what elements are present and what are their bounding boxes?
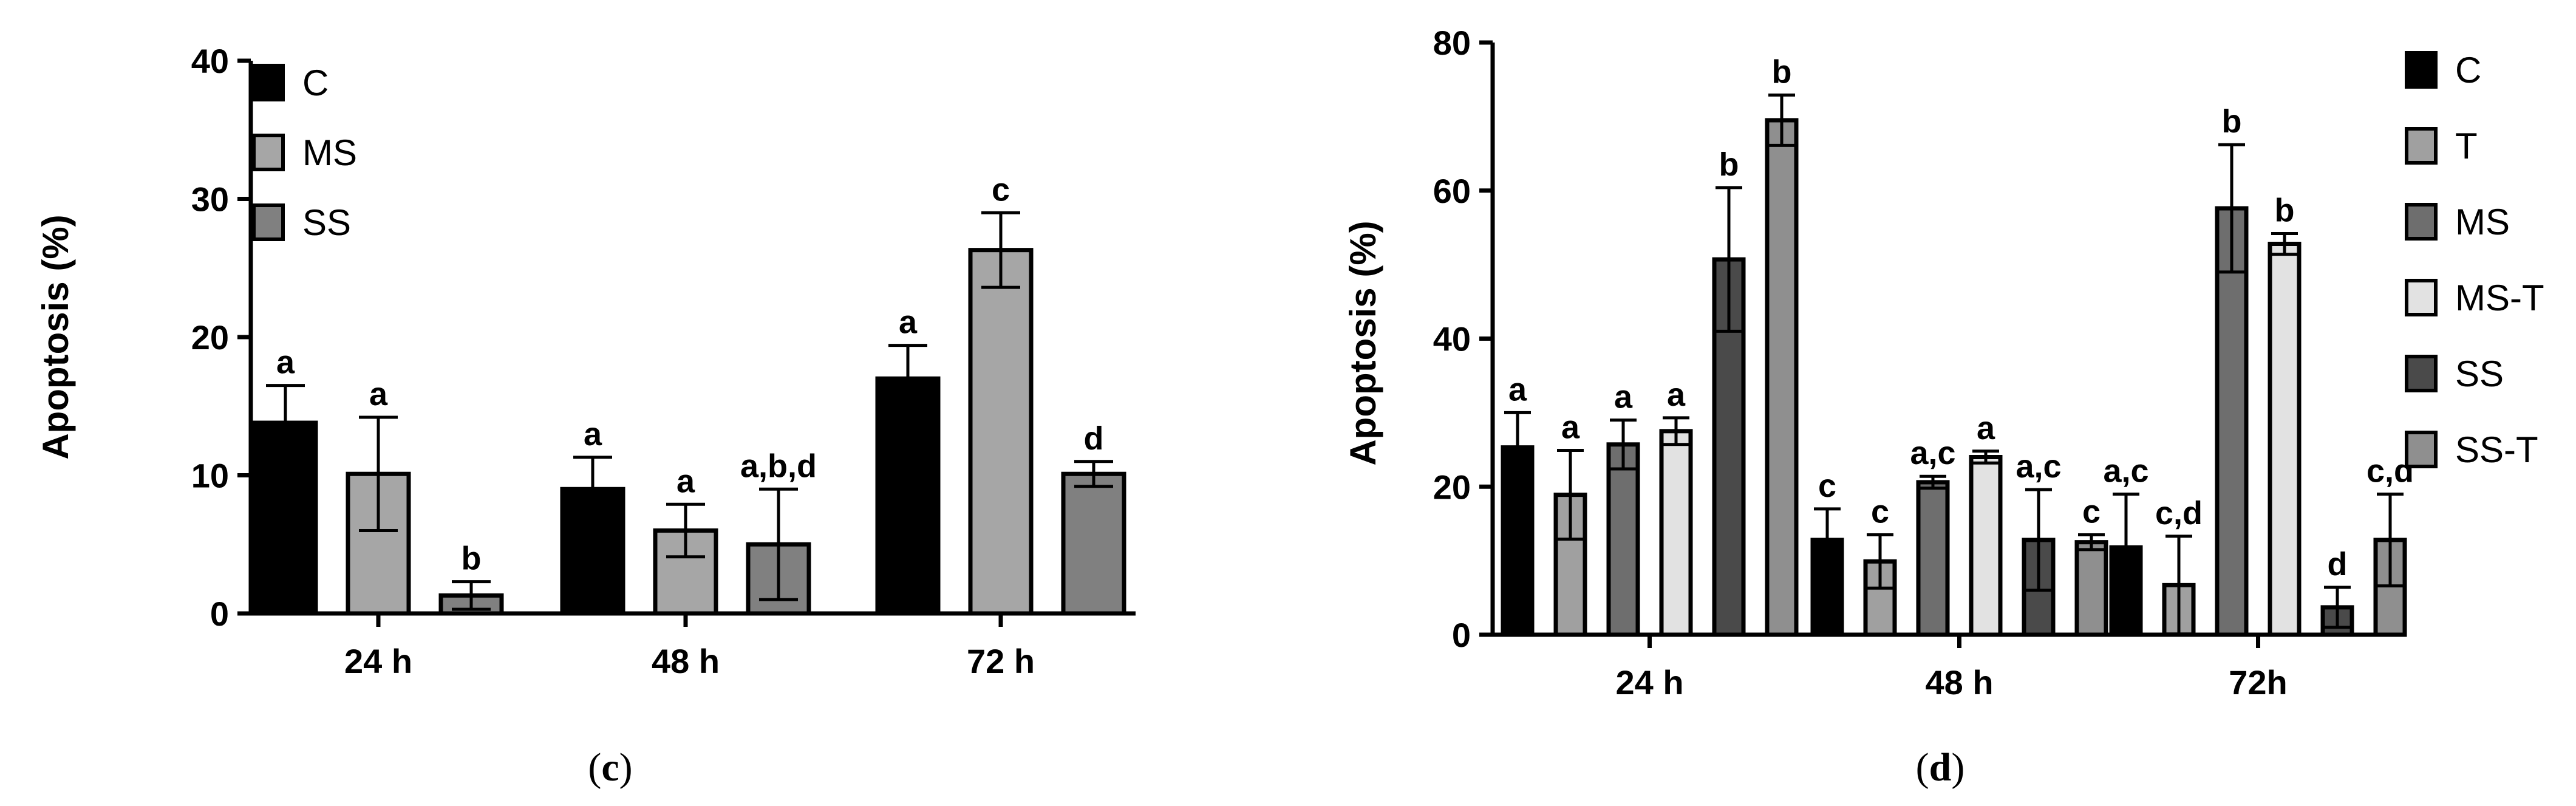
p1-y-tick-label-3: 60 (1433, 172, 1471, 210)
p1-significance-label-SS-0: b (1719, 146, 1739, 183)
p0-significance-label-SS-2: d (1084, 420, 1104, 457)
p1-significance-label-C-2: a,c (2103, 453, 2148, 489)
p1-significance-label-SS-1: a,c (2015, 448, 2061, 485)
p0-x-tick-label-0: 24 h (344, 642, 412, 680)
p1-significance-label-MS-1: a,c (1910, 435, 1955, 471)
p1-significance-label-T-1: c (1871, 493, 1889, 530)
p0-significance-label-C-0: a (276, 344, 295, 381)
p1-x-tick-label-0: 24 h (1615, 663, 1683, 702)
p1-bar-MS-T-1 (1969, 455, 2003, 637)
panel-c-bars: a a b a a a,b,d a c d (253, 171, 1126, 616)
p0-significance-label-C-1: a (584, 416, 602, 453)
p1-legend-swatch-SS (2405, 355, 2438, 392)
p1-legend-label-SS-T: SS-T (2455, 429, 2538, 470)
p1-x-tick-label-1: 48 h (1925, 663, 1993, 702)
p1-y-tick-label-0: 0 (1452, 616, 1471, 654)
p1-x-tick-label-2: 72h (2229, 663, 2288, 702)
p1-legend-label-SS: SS (2455, 353, 2504, 394)
p1-legend-swatch-MS-T (2405, 279, 2438, 316)
panel-d-legend: CT MS MS-T SS SS-T (2405, 50, 2544, 470)
p1-significance-label-SS-2: d (2328, 546, 2348, 582)
p0-x-tick-label-2: 72 h (967, 642, 1035, 680)
p0-significance-label-MS-2: c (992, 171, 1010, 208)
p1-significance-label-T-2: c,d (2155, 495, 2203, 531)
p0-significance-label-SS-0: b (462, 541, 482, 577)
p0-bar-C-2 (875, 376, 941, 616)
panel-d-label-letter: d (1929, 745, 1952, 790)
p1-significance-label-C-1: c (1818, 468, 1836, 504)
p1-bar-SS-T-0 (1765, 118, 1799, 637)
p1-legend-label-C: C (2455, 50, 2481, 91)
p1-significance-label-MS-T-1: a (1977, 410, 1995, 446)
p1-bar-MS-1 (1916, 480, 1950, 637)
p1-legend-swatch-MS (2405, 203, 2438, 241)
p1-legend-label-MS-T: MS-T (2455, 278, 2544, 318)
panel-c-y-axis-title: Apoptosis (%) (35, 214, 76, 459)
p0-legend-label-SS: SS (302, 202, 351, 243)
p1-bar-MS-T-0 (1659, 429, 1693, 637)
p1-legend-label-MS: MS (2455, 202, 2510, 242)
p1-y-tick-label-4: 80 (1433, 24, 1471, 62)
panel-c-label: (c) (588, 745, 632, 790)
p1-legend-swatch-SS-T (2405, 431, 2438, 468)
panel-d-label: (d) (1916, 745, 1965, 790)
panel-d-axes: 24 h 48 h 72h 0 20 40 60 80 (1433, 24, 2383, 702)
p1-significance-label-MS-2: b (2222, 103, 2242, 140)
p0-y-tick-label-1: 10 (191, 457, 229, 495)
p1-significance-label-MS-0: a (1614, 379, 1633, 415)
p1-significance-label-C-0: a (1508, 371, 1527, 408)
p0-significance-label-MS-0: a (369, 376, 388, 412)
p0-significance-label-C-2: a (899, 304, 918, 341)
p1-significance-label-T-0: a (1561, 409, 1580, 446)
panel-d-y-axis-title: Apoptosis (%) (1343, 220, 1383, 465)
p1-bar-SS-T-1 (2074, 540, 2108, 637)
p1-bar-MS-T-2 (2268, 242, 2302, 637)
p1-legend-swatch-C (2405, 51, 2438, 89)
panel-c-axes: 24 h 48 h 72 h 0 10 20 30 40 (191, 42, 1136, 680)
p1-significance-label-SS-T-0: b (1772, 54, 1792, 91)
p1-y-tick-label-2: 40 (1433, 320, 1471, 358)
p1-significance-label-MS-T-2: b (2275, 192, 2295, 228)
p0-legend-swatch-MS (252, 134, 285, 171)
p0-legend-label-C: C (302, 63, 329, 103)
p0-y-tick-label-2: 20 (191, 318, 229, 357)
p0-legend-swatch-SS (252, 203, 285, 241)
p1-bar-MS-0 (1606, 442, 1640, 637)
panel-c-chart: a a b a a a,b,d a c d 24 h 48 h 72 h 0 10 20 30 40 Apop… (35, 42, 1136, 790)
panel-c-label-letter: c (601, 745, 619, 790)
p1-legend-swatch-T (2405, 127, 2438, 165)
p0-significance-label-MS-1: a (676, 463, 695, 499)
p1-y-tick-label-1: 20 (1433, 468, 1471, 506)
p0-legend-swatch-C (252, 64, 285, 101)
p0-legend-label-MS: MS (302, 132, 357, 173)
p0-y-tick-label-3: 30 (191, 180, 229, 219)
p0-bar-SS-2 (1061, 471, 1126, 616)
p0-y-tick-label-0: 0 (210, 595, 229, 633)
p0-x-tick-label-1: 48 h (652, 642, 720, 680)
p1-legend-label-T: T (2455, 126, 2478, 166)
p0-bar-MS-2 (968, 248, 1034, 616)
p0-significance-label-SS-1: a,b,d (740, 448, 817, 484)
p1-significance-label-SS-T-1: c (2082, 493, 2101, 530)
p0-y-tick-label-4: 40 (191, 42, 229, 80)
panel-c-legend: C MS SS (252, 63, 357, 243)
p1-significance-label-MS-T-0: a (1667, 377, 1686, 413)
